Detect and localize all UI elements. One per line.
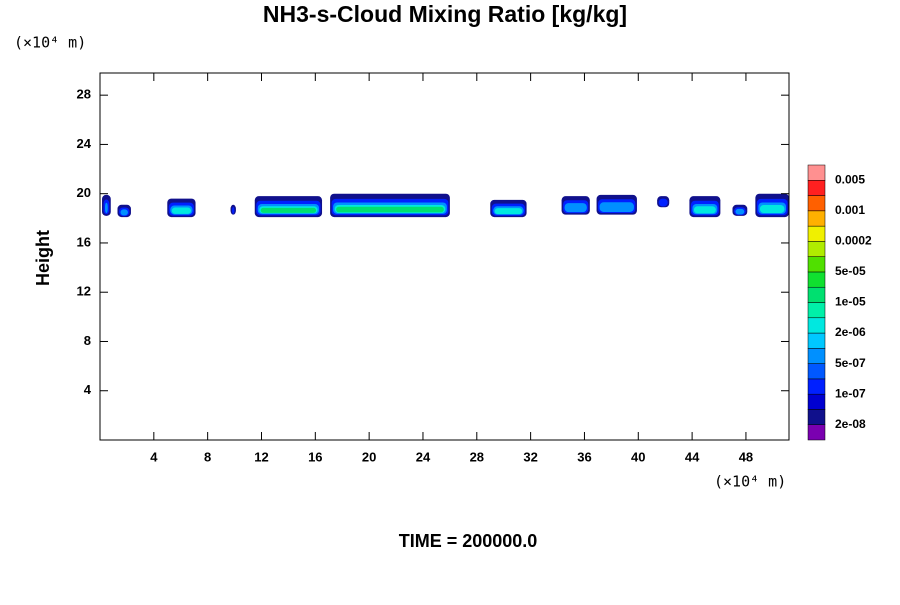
cloud-cell [735, 208, 745, 215]
colorbar-swatch [807, 424, 826, 441]
colorbar-label: 1e-05 [835, 295, 866, 309]
colorbar-label: 0.005 [835, 172, 865, 186]
x-tick-label: 20 [362, 449, 376, 464]
y-tick-label: 8 [84, 333, 91, 348]
x-tick-label: 40 [631, 449, 645, 464]
x-tick-label: 24 [416, 449, 431, 464]
colorbar-swatch [807, 225, 826, 242]
x-tick-label: 36 [577, 449, 591, 464]
chart-title: NH3-s-Cloud Mixing Ratio [kg/kg] [263, 1, 627, 27]
colorbar-swatch [807, 348, 826, 364]
y-tick-label: 12 [77, 284, 91, 299]
y-unit: (×10⁴ m) [14, 34, 86, 52]
x-tick-label: 16 [308, 449, 322, 464]
y-tick-label: 4 [84, 382, 92, 397]
cloud-cell [232, 206, 235, 214]
y-tick-label: 28 [77, 87, 91, 102]
colorbar-label: 0.0002 [835, 234, 872, 248]
x-unit: (×10⁴ m) [714, 473, 786, 491]
colorbar-swatch [807, 286, 826, 303]
colorbar-label: 2e-08 [835, 417, 866, 431]
cloud-cell [564, 203, 587, 213]
colorbar-swatch [807, 302, 826, 319]
y-tick-label: 24 [77, 136, 92, 151]
colorbar-swatch [807, 393, 826, 410]
colorbar-label: 2e-06 [835, 325, 866, 339]
cloud-cell [759, 204, 785, 213]
cloud-cell [105, 202, 108, 214]
colorbar-label: 5e-05 [835, 264, 866, 278]
cloud-cell [693, 206, 716, 214]
x-tick-label: 48 [739, 449, 753, 464]
colorbar-label: 5e-07 [835, 356, 866, 370]
x-tick-label: 44 [685, 449, 700, 464]
cloud-cell [658, 198, 668, 207]
colorbar-label: 0.001 [835, 203, 865, 217]
cloud-cell [120, 209, 128, 216]
y-tick-label: 20 [77, 185, 91, 200]
x-tick-label: 8 [204, 449, 211, 464]
colorbar-swatch [807, 409, 826, 425]
colorbar-swatch [807, 180, 826, 196]
colorbar-swatch [807, 195, 826, 212]
colorbar-swatch [807, 210, 826, 227]
x-tick-label: 4 [150, 449, 158, 464]
cloud-cell [599, 202, 634, 212]
colorbar-swatch [807, 241, 826, 257]
y-label: Height [33, 230, 53, 286]
colorbar-swatch [807, 378, 826, 395]
colorbar-swatch [807, 164, 826, 181]
cloud-cell [171, 207, 192, 214]
colorbar-swatch [807, 332, 826, 349]
colorbar-swatch [807, 271, 826, 288]
y-tick-label: 16 [77, 234, 91, 249]
cloud-cell [494, 208, 523, 215]
colorbar-swatch [807, 256, 826, 273]
x-tick-label: 32 [523, 449, 537, 464]
cloud-cell [336, 206, 444, 213]
footer: TIME = 200000.0 [399, 531, 538, 551]
x-tick-label: 28 [470, 449, 484, 464]
plot-frame [99, 72, 790, 441]
colorbar-label: 1e-07 [835, 386, 866, 400]
colorbar-swatch [807, 363, 826, 380]
cloud-cell [260, 207, 317, 213]
x-tick-label: 12 [254, 449, 268, 464]
colorbar-swatch [807, 317, 826, 334]
